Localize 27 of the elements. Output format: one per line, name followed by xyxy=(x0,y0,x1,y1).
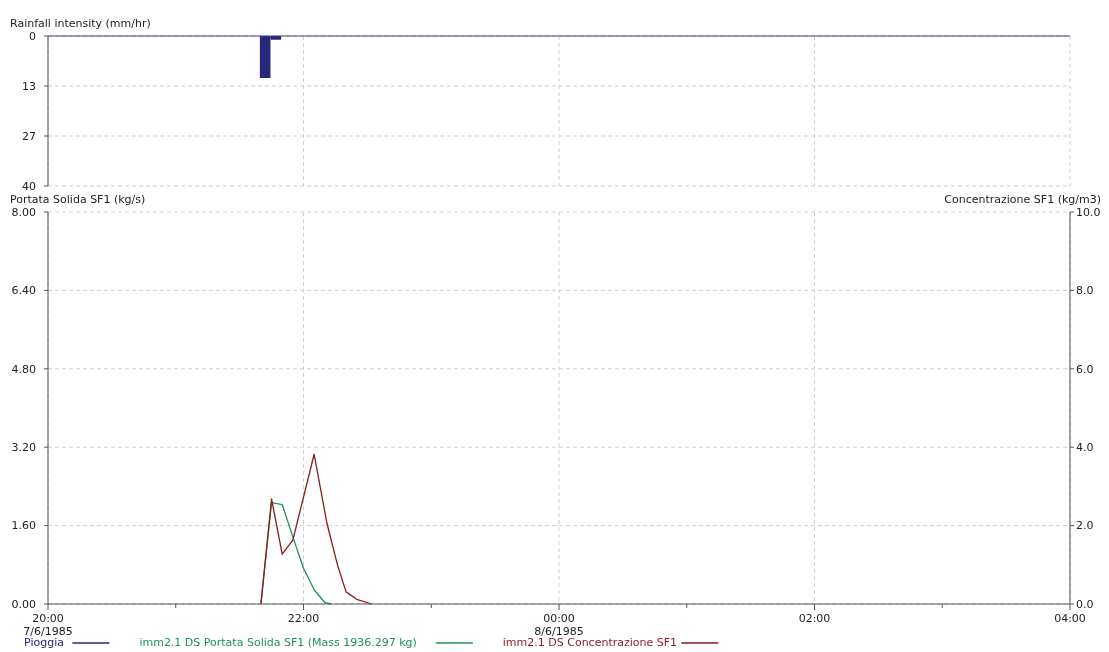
y2-axis-title: Concentrazione SF1 (kg/m3) xyxy=(944,193,1101,206)
x-tick-label: 04:00 xyxy=(1054,612,1086,625)
y2-tick-label: 6.0 xyxy=(1076,362,1094,376)
y-axis-title: Rainfall intensity (mm/hr) xyxy=(10,17,151,30)
y-tick-label: 3.20 xyxy=(11,441,36,455)
y2-tick-label: 10.0 xyxy=(1076,205,1101,219)
legend-label: Pioggia xyxy=(24,636,64,649)
legend-label: imm2.1 DS Concentrazione SF1 xyxy=(502,636,678,649)
legend-label: imm2.1 DS Portata Solida SF1 (Mass 1936.297 kg) xyxy=(139,636,417,649)
y-tick-label: 1.60 xyxy=(11,519,36,533)
y2-tick-label: 8.0 xyxy=(1076,284,1094,298)
y-tick-label: 13 xyxy=(22,79,36,93)
y-tick-label: 6.40 xyxy=(11,284,36,298)
y-tick-label: 4.80 xyxy=(11,362,36,376)
y-tick-label: 0 xyxy=(29,29,36,43)
y-tick-label: 0.00 xyxy=(11,597,36,611)
y2-tick-label: 4.0 xyxy=(1076,441,1094,455)
y2-tick-label: 0.0 xyxy=(1076,597,1094,611)
x-tick-label: 02:00 xyxy=(798,612,831,625)
y-tick-label: 27 xyxy=(22,129,36,143)
x-tick-label: 00:00 8/6/1985 xyxy=(534,612,584,638)
y-axis-title: Portata Solida SF1 (kg/s) xyxy=(10,193,146,206)
x-tick-label: 20:00 7/6/1985 xyxy=(23,612,73,638)
y-tick-label: 8.00 xyxy=(11,205,36,219)
y-tick-label: 40 xyxy=(22,179,36,193)
x-tick-label: 22:00 xyxy=(287,612,320,625)
y2-tick-label: 2.0 xyxy=(1076,519,1094,533)
